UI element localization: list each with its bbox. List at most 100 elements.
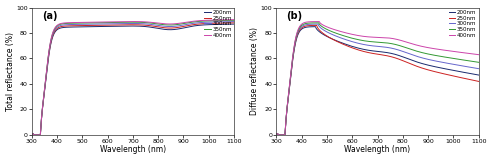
250nm (476, 80, 482, 82)
250nm (413, 65, 419, 67)
400nm (431, 48, 437, 50)
400nm (413, 44, 419, 46)
200nm (118, 25, 124, 27)
350nm (413, 50, 419, 52)
350nm (187, 22, 193, 24)
200nm (276, 134, 281, 136)
250nm (118, 24, 124, 26)
250nm (29, 133, 35, 135)
400nm (356, 35, 362, 37)
350nm (231, 19, 237, 21)
400nm (294, 31, 300, 33)
350nm (363, 40, 369, 42)
300nm (187, 23, 193, 25)
400nm (274, 133, 279, 135)
400nm (316, 21, 322, 23)
250nm (168, 27, 174, 29)
X-axis label: Wavelength (nm): Wavelength (nm) (344, 145, 411, 154)
350nm (276, 134, 281, 136)
200nm (111, 25, 117, 27)
200nm (29, 133, 35, 135)
250nm (356, 49, 362, 51)
Line: 350nm: 350nm (277, 23, 479, 135)
400nm (363, 36, 369, 38)
350nm (435, 55, 441, 57)
350nm (316, 22, 322, 24)
250nm (187, 24, 193, 26)
200nm (50, 36, 56, 38)
200nm (168, 29, 174, 31)
300nm (168, 26, 174, 28)
Line: 250nm: 250nm (32, 23, 234, 135)
300nm (118, 23, 124, 25)
300nm (50, 34, 56, 36)
250nm (50, 35, 56, 37)
Legend: 200nm, 250nm, 300nm, 350nm, 400nm: 200nm, 250nm, 300nm, 350nm, 400nm (204, 9, 232, 39)
350nm (168, 24, 174, 26)
350nm (50, 33, 56, 35)
350nm (476, 61, 482, 63)
250nm (231, 22, 237, 24)
Line: 200nm: 200nm (32, 24, 234, 135)
250nm (294, 35, 300, 36)
350nm (294, 32, 300, 34)
Line: 200nm: 200nm (277, 27, 479, 135)
300nm (294, 33, 300, 35)
250nm (111, 24, 117, 26)
Text: (b): (b) (286, 11, 303, 21)
Text: (a): (a) (42, 11, 58, 21)
250nm (435, 72, 441, 73)
350nm (29, 133, 35, 135)
300nm (315, 23, 321, 25)
200nm (274, 133, 279, 135)
250nm (276, 134, 281, 136)
300nm (431, 60, 437, 62)
200nm (190, 25, 196, 27)
350nm (31, 134, 37, 136)
300nm (413, 55, 419, 57)
300nm (231, 21, 237, 23)
400nm (111, 21, 117, 23)
Line: 350nm: 350nm (32, 20, 234, 135)
200nm (31, 134, 37, 136)
200nm (476, 74, 482, 76)
400nm (31, 134, 37, 136)
350nm (111, 21, 117, 23)
200nm (431, 66, 437, 68)
300nm (356, 42, 362, 44)
200nm (363, 49, 369, 51)
400nm (231, 19, 237, 21)
350nm (118, 21, 124, 23)
Line: 250nm: 250nm (277, 25, 479, 135)
Line: 400nm: 400nm (32, 20, 234, 135)
350nm (190, 21, 196, 23)
400nm (276, 134, 281, 136)
200nm (312, 26, 318, 28)
200nm (435, 66, 441, 68)
400nm (476, 54, 482, 56)
400nm (29, 133, 35, 135)
300nm (363, 44, 369, 46)
Line: 400nm: 400nm (277, 22, 479, 135)
Line: 300nm: 300nm (32, 22, 234, 135)
200nm (294, 36, 300, 38)
300nm (435, 60, 441, 62)
400nm (435, 48, 441, 50)
350nm (356, 39, 362, 41)
X-axis label: Wavelength (nm): Wavelength (nm) (100, 145, 166, 154)
250nm (274, 133, 279, 135)
400nm (187, 21, 193, 23)
300nm (29, 133, 35, 135)
Line: 300nm: 300nm (277, 24, 479, 135)
250nm (363, 51, 369, 53)
250nm (190, 24, 196, 26)
300nm (274, 133, 279, 135)
350nm (431, 54, 437, 56)
200nm (187, 26, 193, 28)
Y-axis label: Total reflectance (%): Total reflectance (%) (5, 32, 15, 111)
400nm (118, 21, 124, 23)
Y-axis label: Diffuse reflectance (%): Diffuse reflectance (%) (250, 27, 259, 115)
200nm (356, 47, 362, 49)
350nm (274, 133, 279, 135)
400nm (190, 20, 196, 22)
